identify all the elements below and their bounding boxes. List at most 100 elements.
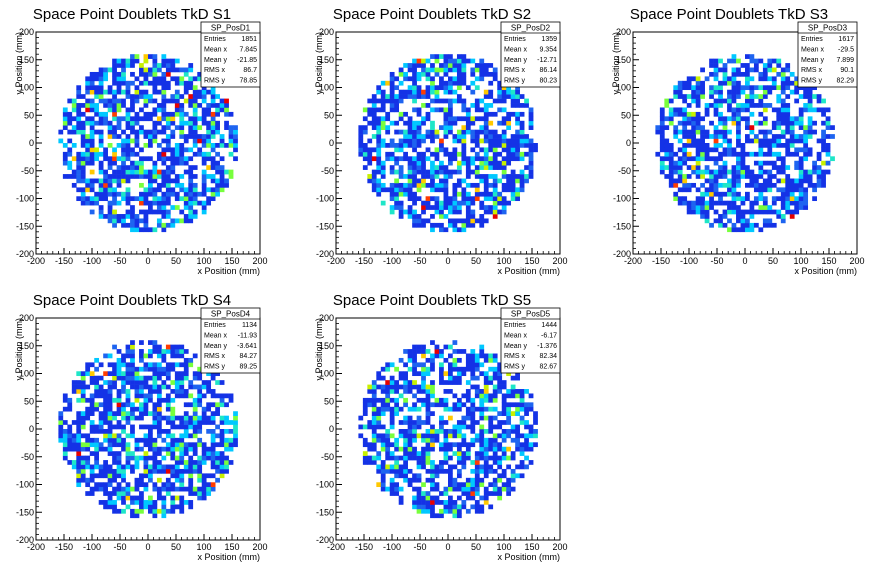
- heatmap-bin-303: [430, 504, 435, 510]
- heatmap-bin-228: [412, 80, 417, 86]
- heatmap-bin-288: [121, 362, 126, 368]
- heatmap-bin-669: [188, 424, 194, 430]
- heatmap-bins: [655, 54, 835, 233]
- heatmap-bin-259: [718, 222, 723, 228]
- heatmap-bin-134: [94, 85, 100, 91]
- heatmap-bin-297: [425, 371, 431, 377]
- heatmap-bin-21: [664, 147, 670, 153]
- heatmap-bin-618: [488, 437, 494, 443]
- heatmap-bin-124: [394, 455, 400, 461]
- heatmap-bin-235: [112, 362, 117, 368]
- heatmap-bin-504: [461, 129, 467, 135]
- heatmap-bin-661: [789, 191, 795, 197]
- heatmap-bin-432: [448, 80, 453, 86]
- heatmap-bin-355: [439, 429, 444, 434]
- heatmap-bin-287: [722, 209, 728, 215]
- heatmap-bin-248: [116, 442, 122, 448]
- heatmap-bin-541: [470, 214, 476, 219]
- heatmap-bin-789: [215, 424, 220, 430]
- heatmap-bin-343: [434, 353, 440, 359]
- heatmap-bin-720: [803, 200, 809, 206]
- heatmap-bin-536: [762, 67, 768, 73]
- heatmap-bin-631: [492, 491, 498, 496]
- heatmap-bin-164: [403, 151, 408, 157]
- heatmap-bin-264: [116, 349, 122, 354]
- heatmap-bin-789: [821, 134, 826, 139]
- heatmap-bin-647: [488, 129, 494, 135]
- heatmap-bin-117: [394, 196, 400, 202]
- heatmap-bin-256: [116, 397, 122, 403]
- heatmap-bin-774: [215, 191, 220, 197]
- heatmap-bin-140: [691, 76, 697, 82]
- heatmap-bin-698: [501, 209, 507, 215]
- heatmap-bin-715: [197, 397, 203, 403]
- y-tick-label-2: -100: [316, 194, 334, 204]
- heatmap-bin-135: [94, 76, 100, 82]
- heatmap-bin-282: [425, 451, 431, 456]
- heatmap-bin-191: [704, 214, 710, 219]
- heatmap-bin-686: [192, 433, 198, 439]
- heatmap-bin-47: [76, 111, 82, 117]
- heatmap-bin-322: [130, 209, 135, 215]
- heatmap-bin-700: [501, 200, 507, 206]
- heatmap-bin-567: [479, 446, 485, 452]
- heatmap-bin-719: [197, 375, 203, 381]
- heatmap-bin-723: [803, 187, 809, 193]
- heatmap-bin-614: [179, 451, 185, 456]
- heatmap-bin-696: [798, 205, 804, 210]
- heatmap-bin-231: [112, 380, 117, 385]
- heatmap-bin-266: [121, 214, 126, 219]
- heatmap-bin-322: [727, 138, 732, 144]
- heatmap-bin-795: [215, 371, 220, 377]
- heatmap-bin-734: [803, 125, 809, 130]
- heatmap-bin-402: [143, 455, 149, 461]
- heatmap-bin-632: [183, 156, 189, 162]
- heatmap-bin-680: [501, 455, 507, 461]
- heatmap-bin-250: [116, 134, 122, 139]
- heatmap-bin-234: [416, 222, 422, 228]
- stats-label: Mean x: [504, 332, 527, 339]
- stats-box-name: SP_PosD2: [511, 24, 551, 33]
- heatmap-bin-51: [376, 411, 382, 416]
- heatmap-bin-719: [803, 205, 809, 210]
- heatmap-bin-494: [758, 169, 764, 175]
- x-tick-label-1: -150: [355, 542, 373, 552]
- heatmap-bin-796: [825, 160, 831, 166]
- heatmap-bin-591: [483, 464, 489, 470]
- heatmap-bin-143: [695, 200, 701, 206]
- heatmap-bin-381: [139, 147, 144, 153]
- heatmap-bin-542: [470, 209, 476, 215]
- heatmap-bin-393: [443, 151, 449, 157]
- heatmap-bin-640: [785, 151, 791, 157]
- heatmap-bin-11: [362, 402, 368, 408]
- heatmap-bin-107: [389, 420, 395, 425]
- heatmap-bin-827: [233, 129, 238, 135]
- heatmap-bin-129: [691, 138, 697, 144]
- heatmap-bin-495: [156, 389, 162, 394]
- heatmap-bin-482: [156, 143, 162, 148]
- heatmap-bin-483: [753, 67, 759, 73]
- heatmap-bin-770: [210, 94, 216, 99]
- heatmap-bin-438: [148, 80, 153, 86]
- heatmap-bin-617: [179, 437, 185, 443]
- heatmap-bin-803: [524, 103, 529, 108]
- heatmap-bin-210: [412, 420, 417, 425]
- heatmap-bin-704: [506, 429, 512, 434]
- heatmap-bin-32: [668, 165, 674, 170]
- heatmap-bin-799: [219, 460, 225, 465]
- heatmap-bin-30: [71, 446, 77, 452]
- heatmap-bin-465: [152, 71, 158, 77]
- heatmap-bin-53: [673, 125, 679, 130]
- heatmap-bin-496: [758, 160, 764, 166]
- heatmap-bin-432: [745, 107, 750, 113]
- heatmap-bin-64: [80, 460, 86, 465]
- heatmap-bin-641: [785, 147, 791, 153]
- heatmap-bin-417: [452, 508, 458, 514]
- heatmap-bin-742: [515, 393, 520, 399]
- heatmap-bin-165: [695, 80, 701, 86]
- heatmap-bin-765: [812, 129, 817, 135]
- heatmap-bin-158: [695, 116, 701, 122]
- heatmap-bin-424: [452, 451, 458, 456]
- heatmap-bin-660: [492, 196, 498, 202]
